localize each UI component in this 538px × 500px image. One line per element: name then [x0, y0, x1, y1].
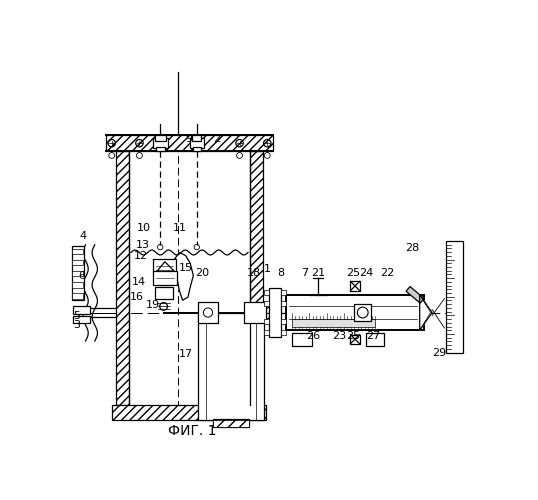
Bar [73, 294, 83, 298]
Bar [116, 151, 130, 405]
Text: 5: 5 [74, 310, 81, 320]
Bar [73, 248, 83, 254]
Text: 20: 20 [195, 268, 210, 278]
Bar [281, 301, 286, 306]
Text: 28: 28 [405, 243, 419, 253]
Text: 3: 3 [74, 320, 81, 330]
Bar [446, 241, 463, 352]
Bar [73, 260, 83, 265]
Bar [73, 271, 83, 276]
Text: 26: 26 [307, 330, 321, 340]
Bar [214, 420, 249, 428]
Text: 6: 6 [78, 270, 85, 280]
Text: 17: 17 [179, 349, 193, 359]
Bar [250, 151, 263, 405]
Bar [190, 138, 204, 148]
Text: 27: 27 [366, 330, 381, 340]
Bar [193, 147, 201, 151]
Text: 15: 15 [179, 263, 193, 273]
Bar [72, 246, 84, 300]
Polygon shape [175, 252, 193, 300]
Bar [281, 290, 286, 295]
Bar [112, 405, 266, 420]
Bar [214, 420, 249, 428]
Bar [155, 134, 166, 141]
Text: 22: 22 [380, 268, 394, 278]
Text: 18: 18 [246, 268, 260, 278]
Bar [350, 334, 360, 344]
Bar [406, 286, 424, 303]
Bar [264, 290, 269, 295]
Text: 12: 12 [134, 250, 148, 260]
Bar [155, 287, 173, 298]
Text: ФИГ. 1: ФИГ. 1 [167, 424, 216, 438]
Bar [264, 320, 269, 324]
Bar [292, 334, 312, 345]
Bar [198, 312, 264, 420]
Bar [153, 138, 168, 148]
Polygon shape [158, 272, 173, 282]
Bar [116, 151, 130, 405]
Bar [73, 282, 83, 288]
Bar [354, 304, 371, 321]
Text: 10: 10 [137, 223, 151, 233]
Bar [250, 151, 263, 405]
Text: 25: 25 [346, 268, 360, 278]
Bar [281, 330, 286, 335]
Bar [281, 320, 286, 324]
Bar [105, 136, 273, 151]
Polygon shape [420, 295, 432, 330]
Bar [366, 334, 384, 345]
Bar [214, 419, 249, 426]
Bar [105, 136, 273, 151]
Text: 2: 2 [213, 134, 220, 143]
Text: 25: 25 [346, 330, 360, 340]
Bar [269, 288, 281, 337]
Text: 19: 19 [146, 300, 160, 310]
Bar [192, 134, 201, 141]
Bar [286, 295, 424, 330]
Text: 11: 11 [173, 223, 187, 233]
Text: 24: 24 [359, 268, 373, 278]
Bar [264, 330, 269, 335]
Bar [153, 271, 177, 285]
Bar [73, 316, 90, 324]
Bar [155, 147, 165, 151]
Text: 8: 8 [278, 268, 285, 278]
Text: 1: 1 [264, 264, 271, 274]
Text: 16: 16 [129, 292, 143, 302]
Text: 29: 29 [433, 348, 447, 358]
Text: 23: 23 [332, 330, 346, 340]
Bar [112, 405, 266, 420]
Text: 21: 21 [311, 268, 325, 278]
Bar [350, 282, 360, 290]
Polygon shape [157, 262, 174, 271]
Text: 7: 7 [301, 268, 308, 278]
Bar [292, 318, 375, 327]
Bar [153, 258, 176, 272]
Text: 14: 14 [132, 277, 146, 287]
Text: 4: 4 [80, 230, 87, 240]
Bar [244, 302, 266, 324]
Bar [73, 306, 90, 314]
Bar [264, 301, 269, 306]
Bar [198, 302, 218, 324]
Text: 9: 9 [185, 134, 192, 143]
Text: 13: 13 [136, 240, 150, 250]
